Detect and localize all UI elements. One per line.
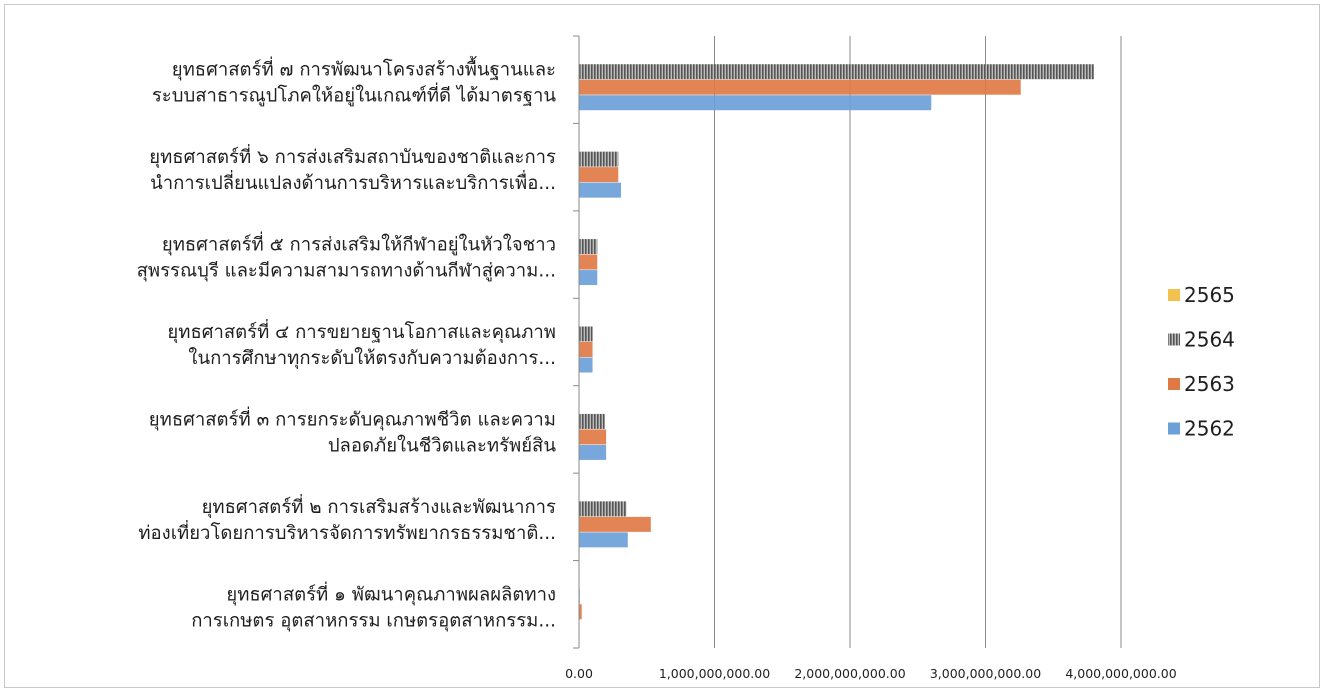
- category-labels: ยุทธศาสตร์ที่ ๗ การพัฒนาโครงสร้างพื้นฐาน…: [137, 56, 557, 633]
- category-label-5: ยุทธศาสตร์ที่ ๓ การยกระดับคุณภาพชีวิต แล…: [149, 406, 556, 431]
- bar-2564-cat-1: [579, 64, 1094, 80]
- category-label-4: ยุทธศาสตร์ที่ ๔ การขยายฐานโอกาสและคุณภาพ: [167, 319, 556, 344]
- bar-2563-cat-4: [579, 342, 593, 357]
- bar-2563-cat-7: [579, 604, 582, 620]
- legend-swatch-2564: [1168, 333, 1180, 346]
- legend-label-2564: 2564: [1184, 328, 1235, 352]
- category-label-2-line-2: นำการเปลี่ยนแปลงด้านการบริหารและบริการเพ…: [150, 170, 556, 194]
- category-label-6-line-2: ท่องเที่ยวโดยการบริหารจัดการทรัพยากรธรรม…: [138, 520, 556, 544]
- legend-label-2562: 2562: [1184, 417, 1235, 441]
- gridlines: [714, 36, 1122, 648]
- bar-2562-cat-1: [579, 95, 932, 111]
- category-label-3-line-2: สุพรรณบุรี และมีความสามารถทางด้านกีฬาสู่…: [137, 261, 556, 283]
- category-label-4-line-2: ในการศึกษาทุกระดับให้ตรงกับความต้องการ..…: [188, 347, 556, 370]
- legend-swatch-2565: [1168, 289, 1180, 301]
- category-label-5-line-2: ปลอดภัยในชีวิตและทรัพย์สิน: [328, 434, 557, 456]
- x-tick-label-1: 1,000,000,000.00: [659, 666, 770, 681]
- legend: 2565 2564 2563 2562: [1168, 283, 1235, 441]
- category-label-7-line-2: การเกษตร อุตสาหกรรม เกษตรอุตสาหกรรม...: [191, 610, 556, 632]
- x-tick-label-4: 4,000,000,000.00: [1065, 666, 1176, 681]
- category-label-7: ยุทธศาสตร์ที่ ๑ พัฒนาคุณภาพผลผลิตทาง: [226, 581, 556, 606]
- bar-2564-cat-4: [579, 326, 593, 342]
- legend-label-2563: 2563: [1184, 372, 1235, 396]
- category-label-2: ยุทธศาสตร์ที่ ๖ การส่งเสริมสถาบันของชาติ…: [149, 144, 556, 169]
- bar-2564-cat-3: [579, 239, 598, 255]
- axes: [573, 35, 580, 649]
- legend-swatch-2563: [1168, 378, 1180, 390]
- x-tick-label-2: 2,000,000,000.00: [794, 666, 905, 681]
- x-tick-labels: 0.00 1,000,000,000.00 2,000,000,000.00 3,00…: [565, 666, 1177, 681]
- bar-2564-cat-5: [579, 413, 605, 429]
- category-label-6: ยุทธศาสตร์ที่ ๒ การเสริมสร้างและพัฒนาการ: [202, 494, 556, 519]
- x-tick-label-0: 0.00: [565, 666, 593, 681]
- bar-2564-cat-2: [579, 151, 619, 167]
- chart-frame: [4, 4, 1320, 688]
- bar-2563-cat-3: [579, 254, 598, 270]
- bar-2562-cat-5: [579, 444, 607, 460]
- legend-label-2565: 2565: [1184, 283, 1235, 307]
- category-label-1: ยุทธศาสตร์ที่ ๗ การพัฒนาโครงสร้างพื้นฐาน…: [172, 56, 556, 82]
- bar-2563-cat-2: [579, 167, 619, 183]
- legend-swatch-2562: [1168, 422, 1180, 435]
- bar-2563-cat-6: [579, 516, 651, 532]
- bars: [579, 64, 1094, 620]
- category-label-1-line-2: ระบบสาธารณูปโภคให้อยู่ในเกณฑ์ที่ดี ได้มา…: [152, 83, 557, 107]
- bar-2563-cat-1: [579, 79, 1021, 95]
- bar-2562-cat-3: [579, 270, 598, 286]
- x-tick-label-3: 3,000,000,000.00: [930, 666, 1041, 681]
- bar-2563-cat-5: [579, 429, 607, 445]
- bar-2562-cat-2: [579, 182, 622, 198]
- bar-2564-cat-6: [579, 501, 627, 517]
- category-label-3: ยุทธศาสตร์ที่ ๕ การส่งเสริมให้กีฬาอยู่ใน…: [162, 232, 556, 257]
- bar-2562-cat-6: [579, 532, 628, 548]
- bar-2562-cat-4: [579, 357, 593, 373]
